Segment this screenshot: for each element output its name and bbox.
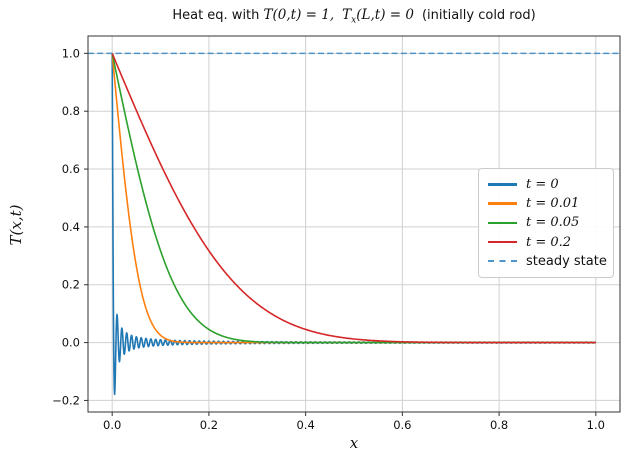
- legend-line-swatch: [488, 221, 517, 225]
- legend: t = 0 t = 0.01 t = 0.05 t = 0.2 steady s…: [478, 168, 614, 278]
- legend-label: t = 0.2: [526, 234, 572, 250]
- axes-frame: [87, 35, 621, 413]
- x-tick-label: 0.8: [490, 418, 508, 432]
- x-tick-label: 0.4: [296, 418, 314, 432]
- x-axis-label: x: [349, 434, 359, 452]
- legend-label: t = 0.01: [526, 196, 580, 212]
- legend-label: steady state: [526, 253, 607, 269]
- legend-line-swatch: [488, 202, 517, 206]
- legend-entry-t0: t = 0: [488, 175, 605, 194]
- y-tick-label: 0.2: [62, 278, 80, 292]
- legend-entry-t001: t = 0.01: [488, 194, 605, 213]
- x-tick-label: 0.0: [103, 418, 121, 432]
- y-tick-label: 0.0: [62, 336, 80, 350]
- title-text-prefix: Heat eq. with: [172, 8, 264, 23]
- legend-entry-t02: t = 0.2: [488, 233, 605, 252]
- x-tick-label: 1.0: [587, 418, 605, 432]
- y-tick-label: 0.6: [62, 162, 80, 176]
- legend-label: t = 0: [526, 177, 559, 193]
- x-tick-label: 0.2: [200, 418, 218, 432]
- legend-line-swatch: [488, 240, 517, 244]
- plot-title: Heat eq. with T(0,t) = 1, Tx(L,t) = 0 (ini…: [88, 7, 620, 26]
- legend-entry-steady-state: steady state: [488, 252, 607, 271]
- y-tick-label: 0.4: [62, 220, 80, 234]
- axes-group: 0.0 0.2 0.4 0.6 0.8 1.0 −0.2 0.0 0.2 0.4 0.6 0.8 1.0: [52, 35, 621, 432]
- legend-entry-t005: t = 0.05: [488, 213, 605, 232]
- y-axis-label: T(x,t): [7, 204, 25, 246]
- title-math-bc2: Tx(L,t) = 0: [342, 7, 414, 26]
- title-math-bc1: T(0,t) = 1,: [263, 7, 335, 23]
- legend-dashed-swatch: [488, 260, 517, 263]
- legend-line-swatch: [488, 183, 517, 186]
- y-tick-label: −0.2: [52, 393, 80, 407]
- legend-label: t = 0.05: [526, 215, 580, 231]
- x-tick-label: 0.6: [393, 418, 411, 432]
- title-text-suffix: (initially cold rod): [421, 8, 536, 23]
- y-tick-label: 1.0: [62, 46, 80, 60]
- curves-group: [88, 52, 620, 396]
- y-tick-label: 0.8: [62, 104, 80, 118]
- curve-t02: [111, 53, 596, 344]
